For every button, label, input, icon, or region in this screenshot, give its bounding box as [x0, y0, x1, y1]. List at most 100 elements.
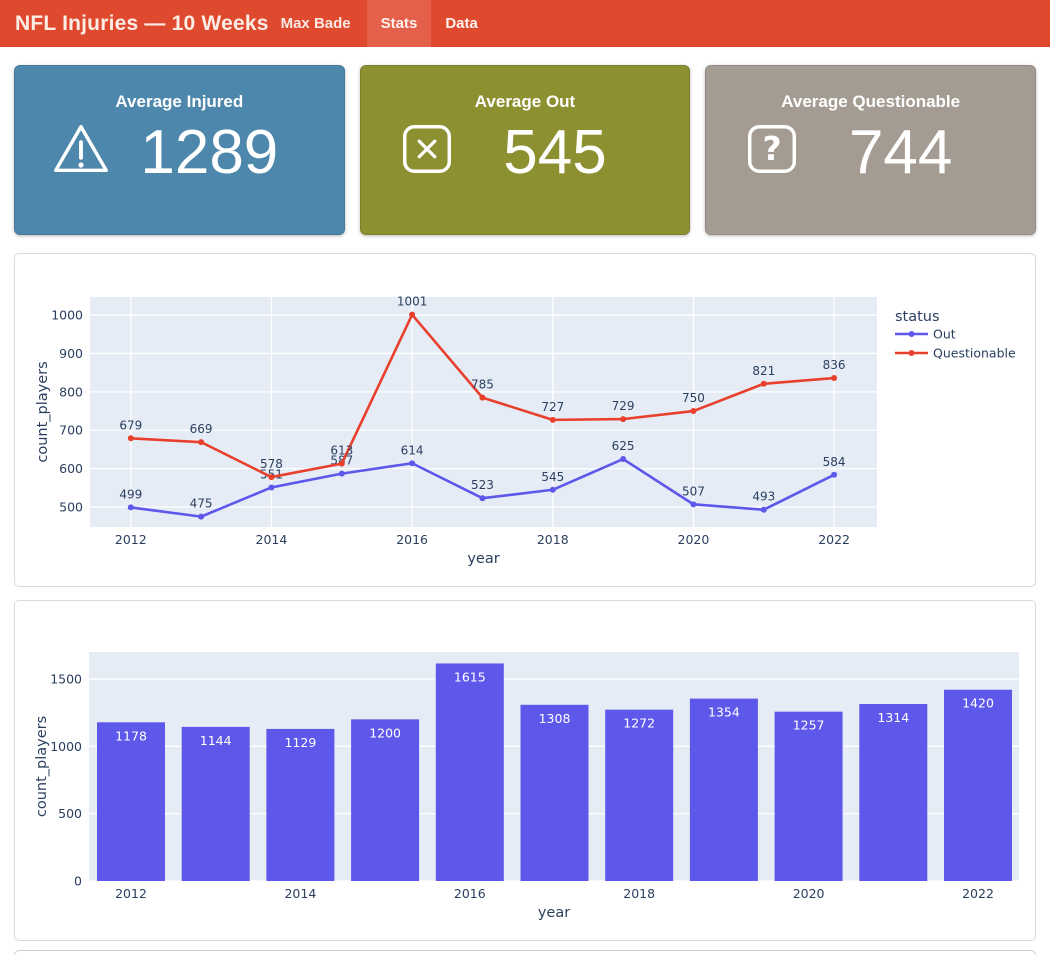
- y-tick-label: 900: [59, 346, 83, 361]
- y-tick-label: 1000: [50, 739, 82, 754]
- point-label: 625: [612, 439, 635, 453]
- data-point[interactable]: [338, 470, 345, 477]
- legend-item-out[interactable]: Out: [895, 327, 956, 342]
- app-title: NFL Injuries — 10 Weeks: [15, 11, 269, 35]
- bar-label: 1144: [200, 733, 232, 748]
- bar-label: 1420: [962, 696, 994, 711]
- point-label: 727: [541, 400, 564, 414]
- data-point[interactable]: [127, 435, 134, 442]
- data-point[interactable]: [831, 471, 838, 478]
- card-value: 744: [848, 118, 953, 187]
- point-label: 584: [823, 455, 846, 469]
- card-average-out: Average Out 545: [359, 65, 691, 235]
- bar-label: 1314: [877, 710, 909, 725]
- point-label: 836: [823, 358, 846, 372]
- bar-2012[interactable]: [97, 722, 165, 881]
- card-average-injured: Average Injured 1289: [14, 65, 345, 235]
- plot-area: [90, 297, 877, 527]
- x-square-icon: [402, 124, 451, 174]
- point-label: 750: [682, 391, 705, 405]
- app-header: NFL Injuries — 10 Weeks Max Bade Stats D…: [0, 0, 1050, 47]
- bar-2014[interactable]: [266, 728, 335, 881]
- bar-2018[interactable]: [605, 709, 674, 881]
- bar-2020[interactable]: [774, 711, 843, 881]
- card-value: 1289: [140, 118, 279, 187]
- bar-2019[interactable]: [689, 698, 758, 881]
- point-label: 499: [119, 487, 142, 501]
- series-questionable: 679 669 578 613 1001 785 727 729 750 821 836: [119, 295, 846, 481]
- data-point[interactable]: [831, 375, 838, 382]
- bar-label: 1354: [708, 705, 740, 720]
- point-label: 679: [119, 418, 142, 432]
- card-title: Average Injured: [115, 92, 244, 111]
- data-point[interactable]: [479, 394, 486, 401]
- point-label: 545: [541, 470, 564, 484]
- bar-2017[interactable]: [520, 704, 589, 881]
- x-tick-label: 2022: [962, 886, 994, 901]
- tab-stats[interactable]: Stats: [366, 0, 432, 47]
- data-point[interactable]: [760, 380, 767, 387]
- bar-2013[interactable]: [181, 726, 250, 881]
- y-tick-label: 500: [59, 500, 83, 515]
- line-chart-panel: 2012 2014 2016 2018 2020 2022 500 600 700 800 900 1…: [14, 253, 1036, 587]
- bar-label: 1308: [539, 711, 571, 726]
- bar-chart[interactable]: 0 500 1000 1500 1178 1144 1129 1200 1615 1308 1272…: [15, 601, 1033, 940]
- y-tick-label: 1500: [50, 671, 82, 686]
- bar-chart-panel: 0 500 1000 1500 1178 1144 1129 1200 1615 1308 1272…: [14, 600, 1036, 941]
- x-tick-label: 2012: [115, 532, 147, 547]
- x-tick-label: 2020: [678, 532, 710, 547]
- data-point[interactable]: [409, 460, 416, 467]
- point-label: 729: [612, 399, 635, 413]
- data-point[interactable]: [620, 416, 627, 423]
- bar-2016[interactable]: [435, 663, 504, 881]
- point-label: 578: [260, 457, 283, 471]
- bar-label: 1615: [454, 669, 486, 684]
- data-point[interactable]: [620, 456, 627, 463]
- data-point[interactable]: [760, 506, 767, 513]
- series-out: 499475551587614523545625507493584: [119, 439, 846, 520]
- legend-item-questionable[interactable]: Questionable: [895, 346, 1016, 361]
- x-tick-label: 2014: [256, 532, 288, 547]
- legend-label: Questionable: [933, 346, 1016, 361]
- data-point[interactable]: [268, 474, 275, 481]
- point-label: 821: [752, 364, 775, 378]
- data-point[interactable]: [198, 513, 205, 520]
- data-point[interactable]: [690, 501, 697, 508]
- bar-2022[interactable]: [944, 689, 1012, 881]
- x-tick-label: 2018: [623, 886, 655, 901]
- data-point[interactable]: [198, 439, 205, 446]
- data-point[interactable]: [268, 484, 275, 491]
- card-value: 545: [503, 118, 607, 187]
- y-tick-label: 1000: [51, 308, 83, 323]
- bar-2015[interactable]: [351, 719, 420, 881]
- legend: status Out Questionable: [895, 309, 1016, 361]
- data-point[interactable]: [549, 486, 556, 493]
- svg-text:?: ?: [763, 129, 782, 168]
- x-tick-label: 2012: [115, 886, 147, 901]
- bar-label: 1200: [369, 725, 401, 740]
- data-point[interactable]: [127, 504, 134, 511]
- stat-cards-row: Average Injured 1289 Average Out 545 Ave…: [14, 65, 1037, 235]
- y-axis-title: count_players: [34, 716, 50, 817]
- data-point[interactable]: [479, 495, 486, 502]
- y-tick-label: 0: [74, 874, 82, 889]
- y-tick-label: 700: [59, 423, 83, 438]
- bars: 1178 1144 1129 1200 1615 1308 1272 1354 1257 1314…: [97, 663, 1012, 881]
- point-label: 507: [682, 484, 705, 498]
- point-label: 493: [752, 490, 775, 504]
- app-author: Max Bade: [280, 15, 351, 32]
- line-chart[interactable]: 2012 2014 2016 2018 2020 2022 500 600 700 800 900 1…: [15, 254, 1033, 586]
- data-point[interactable]: [409, 311, 416, 318]
- title-wrap: NFL Injuries — 10 Weeks Max Bade: [0, 0, 351, 47]
- tab-data[interactable]: Data: [445, 15, 478, 32]
- x-tick-label: 2022: [818, 532, 850, 547]
- data-point[interactable]: [690, 408, 697, 415]
- data-point[interactable]: [338, 460, 345, 467]
- point-label: 613: [330, 444, 353, 458]
- card-title: Average Questionable: [781, 92, 961, 111]
- point-label: 614: [401, 443, 424, 457]
- bar-2021[interactable]: [859, 703, 928, 881]
- point-label: 1001: [397, 295, 428, 309]
- data-point[interactable]: [549, 416, 556, 423]
